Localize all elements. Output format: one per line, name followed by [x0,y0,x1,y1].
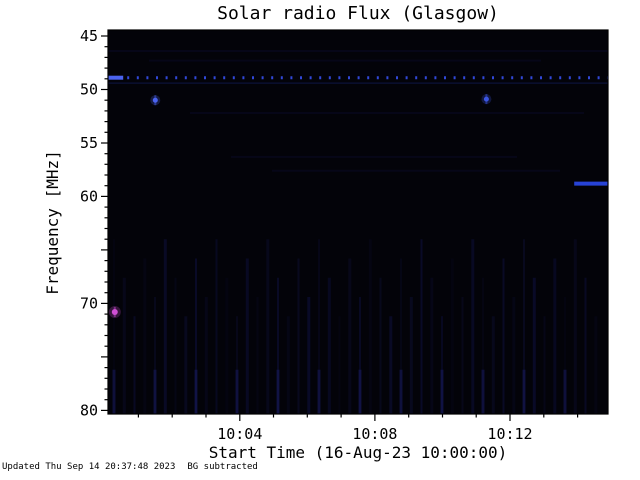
x-axis-title: Start Time (16-Aug-23 10:00:00) [208,443,508,462]
plot-frame [107,29,609,415]
burst-point [152,97,158,103]
y-axis-title-text: Frequency [MHz] [42,149,62,295]
y-tick-label: 80 [80,401,98,419]
chart-title: Solar radio Flux (Glasgow) [217,3,499,24]
y-tick-label: 50 [80,81,98,99]
footer: Updated Thu Sep 14 20:37:48 2023 BG subtr… [2,462,258,472]
y-tick-label: 70 [80,294,98,312]
x-tick-label: 10:12 [487,425,532,443]
x-tick-label: 10:08 [352,425,397,443]
x-tick-label: 10:04 [217,425,262,443]
y-tick-label: 60 [80,187,98,205]
plot-background [108,30,608,414]
y-tick-label: 55 [80,134,98,152]
updated-timestamp: Updated Thu Sep 14 20:37:48 2023 [2,462,176,472]
y-axis-title: Frequency [MHz] [40,30,64,414]
y-tick-label: 45 [80,27,98,45]
burst-point [111,309,118,315]
burst-point [483,96,489,102]
bg-subtracted-note: BG subtracted [187,462,258,472]
